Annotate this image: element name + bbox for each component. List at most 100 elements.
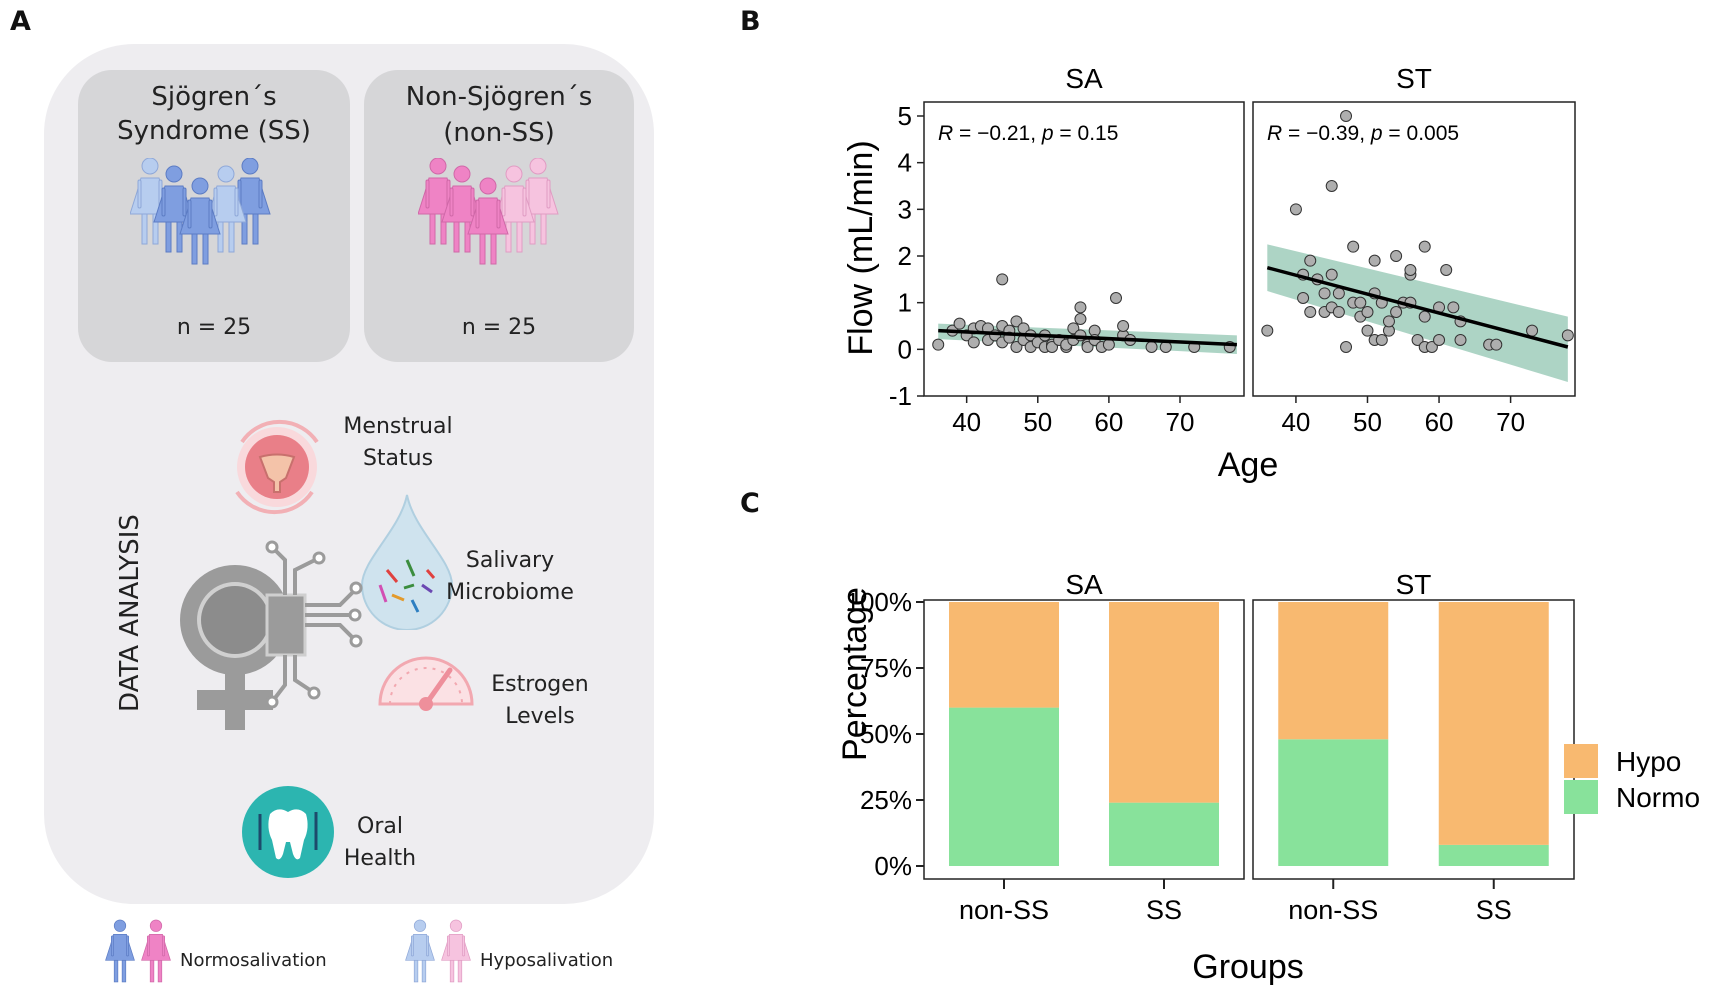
data-point <box>1010 341 1023 353</box>
data-point <box>1145 341 1158 353</box>
x-tick-label: 40 <box>1281 407 1310 437</box>
data-point <box>1340 110 1353 122</box>
legend-swatch-normo <box>1564 780 1598 814</box>
oral-label-2: Health <box>343 846 417 871</box>
data-point <box>1354 296 1367 309</box>
facet-frame <box>923 599 1245 880</box>
estrogen-label-1: Estrogen <box>491 672 589 697</box>
bar-hypo <box>949 602 1059 708</box>
y-tick-label: 0 <box>898 334 912 364</box>
panel-a: Sjögren´s Syndrome (SS) n = 25 Non-Sjögr… <box>0 0 660 1006</box>
x-tick-label: 50 <box>1023 407 1052 437</box>
data-point <box>1304 254 1317 267</box>
data-point <box>1261 324 1274 337</box>
facet-sa: SA non-SS SS 0% 25% 50% 75% 100% <box>846 569 1245 925</box>
facet-title: SA <box>1065 63 1103 94</box>
data-point <box>996 273 1009 286</box>
correlation-annotation: R = −0.39, p = 0.005 <box>1267 122 1459 145</box>
data-point <box>953 317 966 330</box>
data-point <box>1117 320 1130 332</box>
legend-hypo-label: Hyposalivation <box>480 950 614 971</box>
data-point <box>1102 338 1115 351</box>
ss-group-n: n = 25 <box>176 315 252 340</box>
facet-frame <box>1252 599 1575 880</box>
y-tick-label: 0% <box>874 851 912 881</box>
oral-label-1: Oral <box>357 814 403 839</box>
menstrual-label-1: Menstrual <box>343 414 453 439</box>
x-tick-label: 70 <box>1496 407 1525 437</box>
facet-st: ST non-SS SS <box>1252 569 1575 925</box>
y-tick-label: -1 <box>889 381 912 411</box>
facet-title: ST <box>1396 63 1432 94</box>
facet-title: SA <box>1065 569 1103 600</box>
data-point <box>1289 203 1302 216</box>
facet-st: ST R = −0.39, p = 0.005 40 50 60 70 <box>1252 63 1576 437</box>
correlation-annotation: R = −0.21, p = 0.15 <box>938 122 1118 145</box>
data-point <box>1010 315 1023 328</box>
x-axis-label: Groups <box>1192 948 1304 986</box>
estrogen-gauge-icon <box>378 656 474 711</box>
y-tick-label: 100% <box>846 587 913 617</box>
legend-label-hypo: Hypo <box>1616 746 1681 777</box>
data-point <box>1046 341 1058 353</box>
data-point <box>1418 310 1431 323</box>
data-point <box>1325 268 1338 281</box>
data-point <box>1110 292 1122 304</box>
x-tick-label: 70 <box>1166 407 1195 437</box>
data-point <box>1074 301 1087 314</box>
female-chip-icon <box>180 540 363 730</box>
data-point <box>1382 315 1395 328</box>
x-tick-label: SS <box>1146 895 1182 925</box>
data-point <box>1375 334 1388 346</box>
bar-hypo <box>1278 602 1389 740</box>
data-point <box>1368 254 1381 267</box>
data-point <box>1390 306 1403 318</box>
legend-swatch-hypo <box>1564 744 1598 778</box>
data-point <box>1411 334 1424 346</box>
saliva-drop-icon <box>360 494 454 630</box>
bar-normo <box>1438 844 1549 866</box>
y-tick-label: 75% <box>860 653 912 683</box>
bar-normo <box>949 707 1059 866</box>
data-point <box>1297 292 1310 304</box>
tooth-icon <box>242 786 334 878</box>
panel-letter-c: C <box>740 488 760 519</box>
data-point <box>1361 324 1374 337</box>
nonss-group-title-1: Non-Sjögren´s <box>405 82 593 112</box>
stacked-bar-chart: Percentage Groups SA non-SS SS 0% 25% 50% 75% 1… <box>836 569 1700 986</box>
x-tick-label: 50 <box>1353 407 1382 437</box>
data-point <box>1404 264 1417 276</box>
y-tick-label: 50% <box>860 719 912 749</box>
data-point <box>932 338 945 351</box>
salivary-label-1: Salivary <box>465 548 555 573</box>
ss-group-title-1: Sjögren´s <box>151 82 277 112</box>
bar-normo <box>1109 802 1219 866</box>
data-point <box>1561 329 1574 342</box>
data-point <box>1318 287 1331 300</box>
data-point <box>1447 301 1460 314</box>
data-point <box>1332 287 1345 300</box>
facet-title: ST <box>1396 569 1432 600</box>
data-point <box>1490 338 1503 351</box>
facet-frame <box>1252 101 1576 397</box>
y-tick-label: 1 <box>898 288 912 318</box>
x-axis-label: Age <box>1218 446 1279 484</box>
bar-hypo <box>1109 602 1219 803</box>
data-point <box>1067 322 1080 335</box>
nonss-group-n: n = 25 <box>461 315 537 340</box>
panel-letter-a: A <box>10 6 31 37</box>
data-point <box>1332 306 1345 318</box>
uterus-icon <box>235 419 319 515</box>
y-tick-label: 3 <box>898 194 912 224</box>
data-point <box>1081 341 1094 353</box>
y-tick-label: 2 <box>898 241 912 271</box>
data-point <box>1433 334 1446 346</box>
data-point <box>1347 240 1360 253</box>
legend-normo-label: Normosalivation <box>180 950 327 971</box>
data-point <box>1340 341 1353 353</box>
legend-label-normo: Normo <box>1616 782 1700 813</box>
data-point <box>1440 264 1453 276</box>
menstrual-label-2: Status <box>362 446 434 471</box>
y-tick-label: 25% <box>860 785 912 815</box>
salivary-label-2: Microbiome <box>446 580 574 605</box>
